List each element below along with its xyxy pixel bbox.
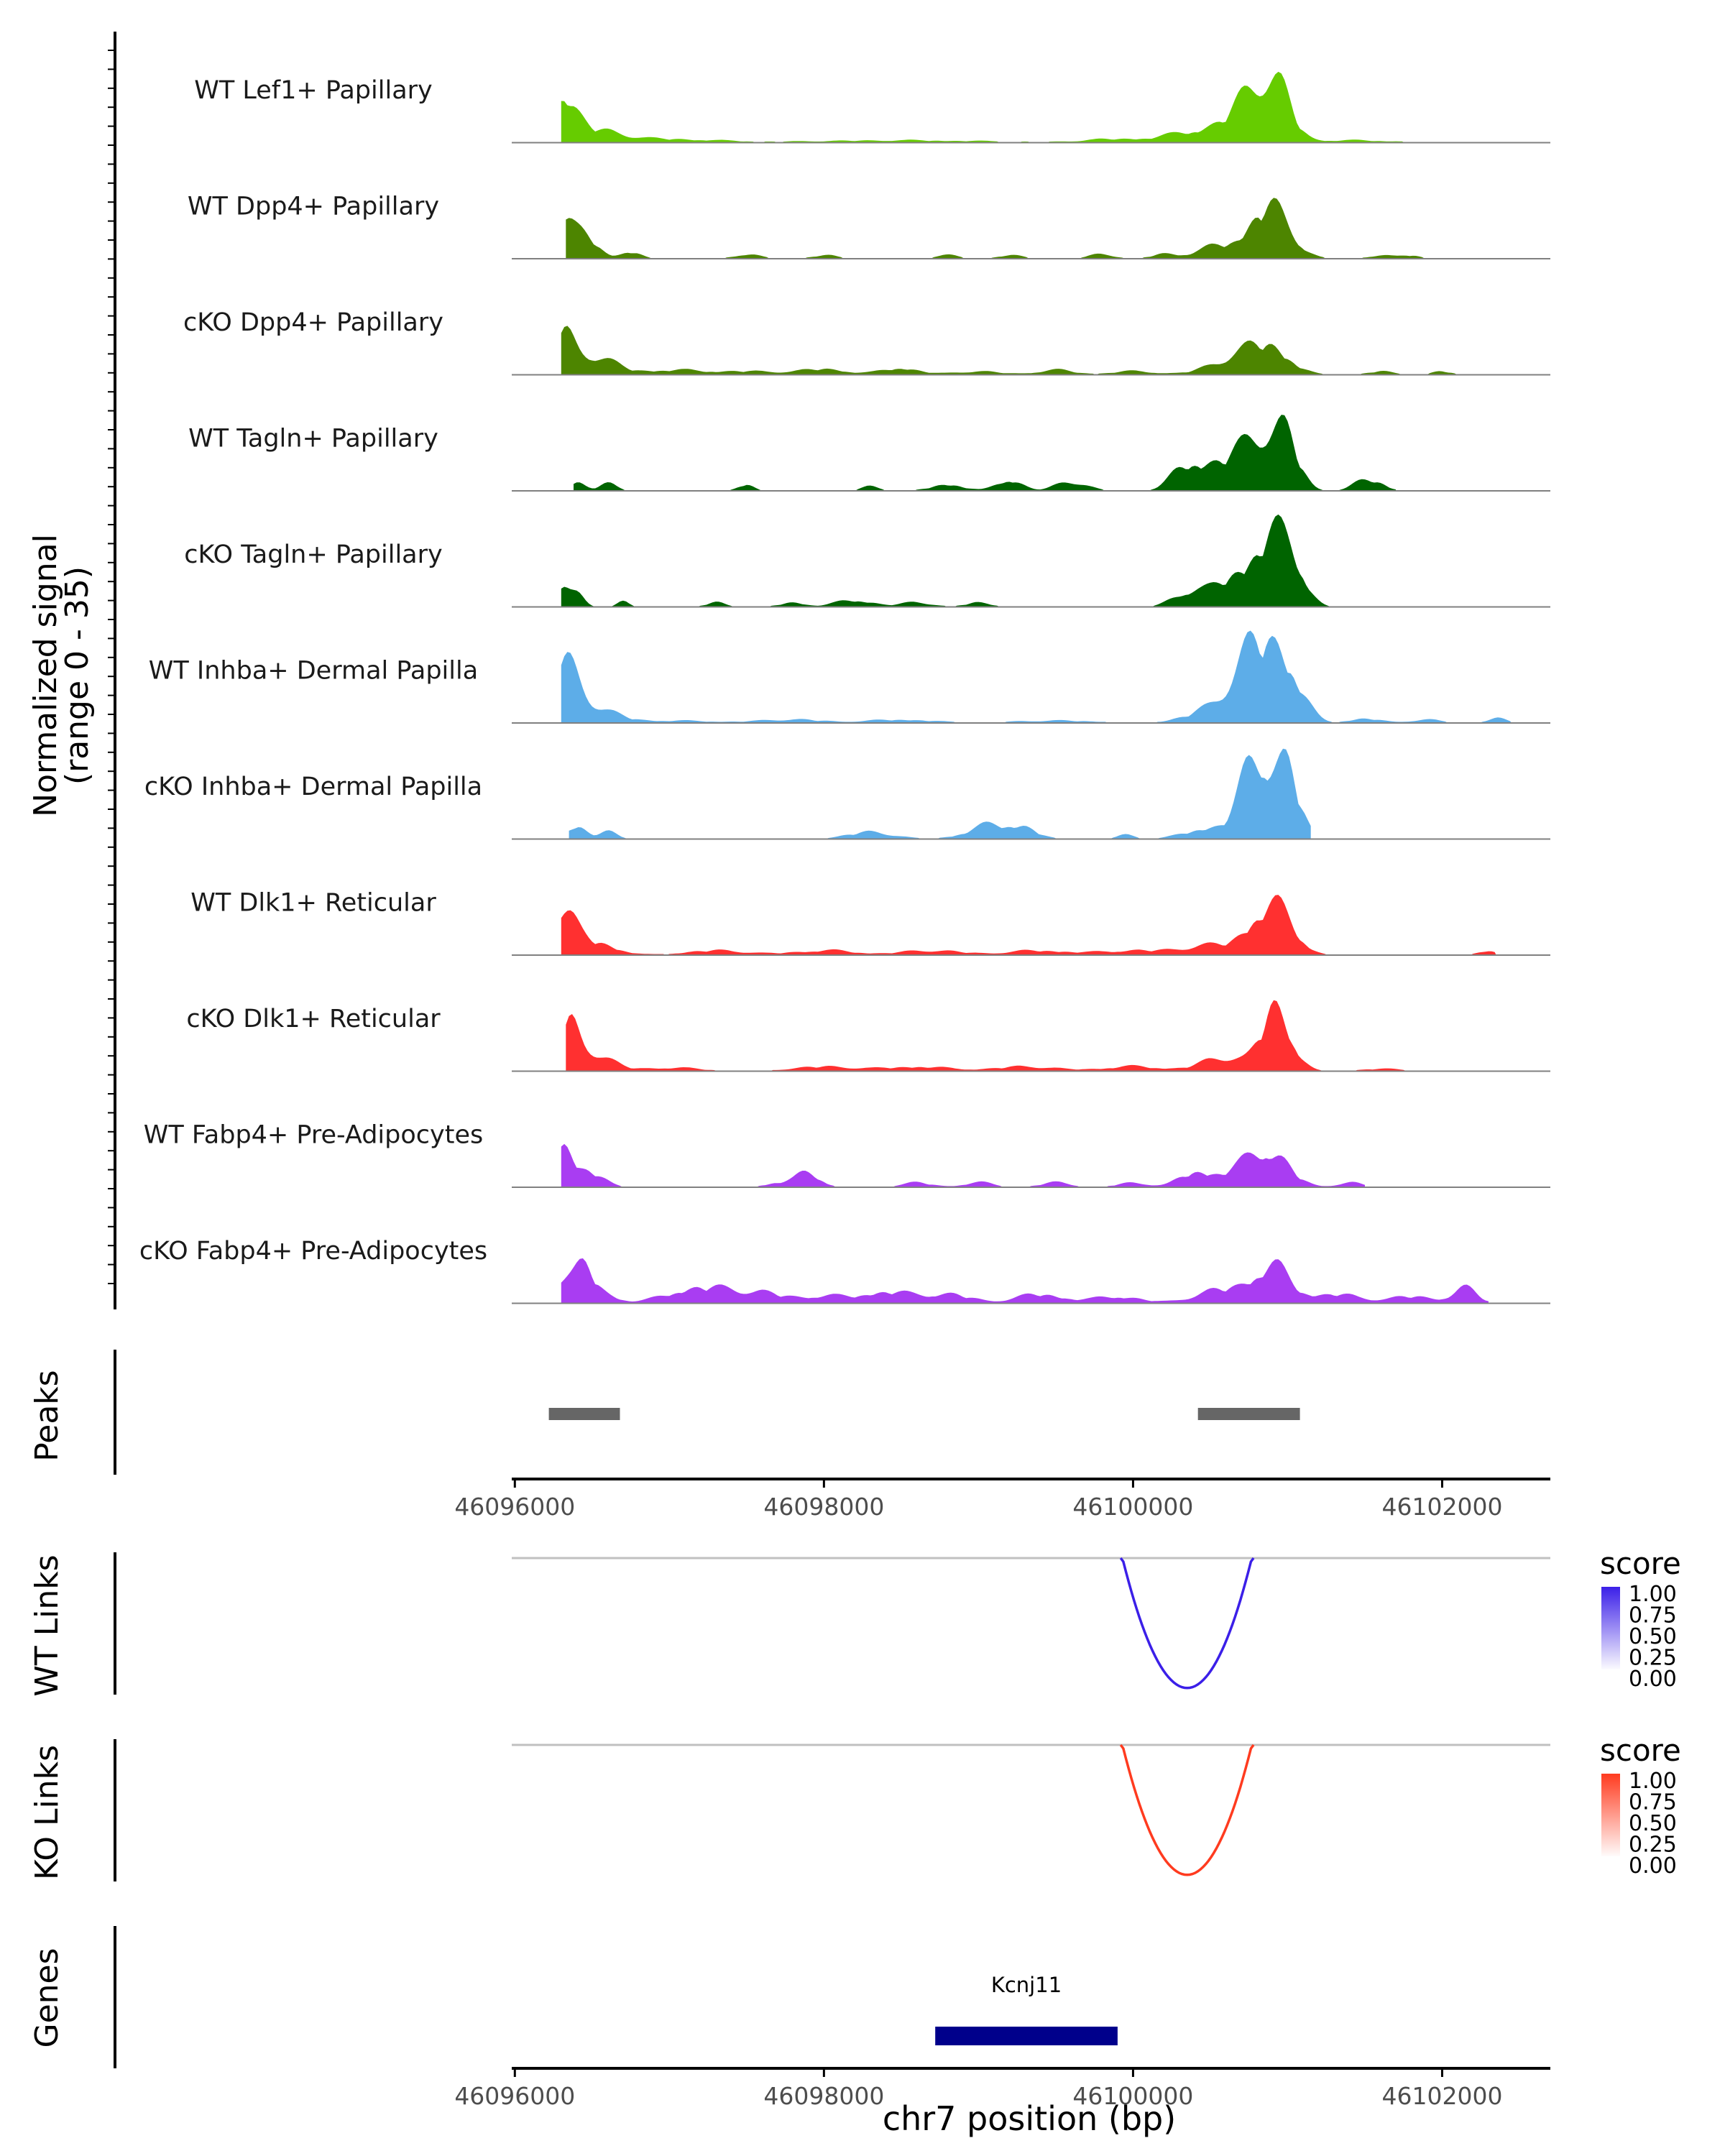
coverage-track: cKO Tagln+ Papillary: [184, 514, 1550, 608]
track-label: WT Dlk1+ Reticular: [190, 889, 436, 918]
legend-tick-label: 0.00: [1629, 1667, 1677, 1692]
genes-track-label: Genes: [29, 1948, 65, 2047]
link-arc: [1119, 1557, 1255, 1690]
x-tick-label: 46100000: [1072, 1493, 1193, 1521]
track-label: cKO Inhba+ Dermal Papilla: [144, 773, 482, 801]
link-arc: [1119, 1743, 1255, 1876]
gene-body: [935, 2027, 1118, 2045]
x-tick-label: 46100000: [1072, 2082, 1193, 2110]
links-track-label: KO Links: [29, 1745, 65, 1880]
coverage-area: [569, 748, 1311, 839]
legend-tick-label: 0.75: [1629, 1790, 1677, 1815]
coverage-area: [561, 630, 1512, 723]
coverage-track: WT Lef1+ Papillary: [194, 71, 1550, 144]
legend-title: score: [1600, 1546, 1681, 1581]
legend-colorbar: [1601, 1774, 1620, 1856]
coverage-track: cKO Dpp4+ Papillary: [183, 308, 1550, 376]
coverage-area: [561, 71, 1458, 143]
legend-tick-label: 0.50: [1629, 1624, 1677, 1649]
track-label: cKO Fabp4+ Pre-Adipocytes: [139, 1237, 487, 1266]
coverage-track: WT Fabp4+ Pre-Adipocytes: [144, 1121, 1550, 1188]
legend-tick-label: 0.75: [1629, 1603, 1677, 1628]
coverage-track: WT Tagln+ Papillary: [188, 415, 1550, 492]
legend-tick-label: 1.00: [1629, 1582, 1677, 1607]
gene-name: Kcnj11: [991, 1973, 1062, 1997]
x-axis-top: 46096000 46098000 46100000 46102000: [454, 1478, 1550, 1521]
peaks-track-label: Peaks: [29, 1370, 65, 1461]
peak-region: [1197, 1408, 1300, 1420]
track-label: WT Tagln+ Papillary: [188, 425, 438, 453]
track-label: WT Inhba+ Dermal Papilla: [149, 657, 478, 686]
coverage-track: WT Dpp4+ Papillary: [188, 193, 1550, 259]
x-tick-label: 46102000: [1381, 1493, 1502, 1521]
y-axis-title-line1: Normalized signal: [27, 534, 64, 817]
coverage-track: cKO Inhba+ Dermal Papilla: [144, 748, 1550, 840]
track-label: WT Dpp4+ Papillary: [188, 193, 439, 221]
track-label: cKO Dlk1+ Reticular: [186, 1005, 441, 1033]
coverage-y-axis: [108, 32, 116, 1309]
coverage-track: cKO Fabp4+ Pre-Adipocytes: [139, 1237, 1550, 1304]
x-tick-label: 46096000: [454, 1493, 575, 1521]
track-label: WT Lef1+ Papillary: [194, 76, 433, 105]
coverage-track: cKO Dlk1+ Reticular: [186, 1000, 1550, 1072]
genes-track: Kcnj11: [114, 1926, 1118, 2068]
coverage-area: [561, 1143, 1365, 1187]
legend-title: score: [1600, 1733, 1681, 1768]
x-tick-label: 46098000: [763, 2082, 884, 2110]
x-tick-label: 46102000: [1381, 2082, 1502, 2110]
x-axis-title: chr7 position (bp): [883, 2099, 1176, 2138]
links-track-label: WT Links: [29, 1554, 65, 1696]
x-axis-bottom: 46096000 46098000 46100000 46102000: [454, 2067, 1550, 2110]
coverage-area: [566, 198, 1458, 259]
coverage-area: [566, 1000, 1489, 1072]
coverage-track: WT Dlk1+ Reticular: [190, 889, 1550, 956]
x-tick-label: 46098000: [763, 1493, 884, 1521]
legend-tick-label: 0.25: [1629, 1833, 1677, 1858]
coverage-area: [561, 514, 1334, 607]
legend-tick-label: 0.50: [1629, 1811, 1677, 1836]
legend-colorbar: [1601, 1587, 1620, 1669]
track-label: cKO Dpp4+ Papillary: [183, 308, 443, 337]
track-label: WT Fabp4+ Pre-Adipocytes: [144, 1121, 483, 1150]
coverage-area: [561, 895, 1496, 955]
coverage-tracks: WT Lef1+ Papillary WT Dpp4+ Papillary cKO …: [139, 71, 1550, 1304]
x-tick-label: 46096000: [454, 2082, 575, 2110]
coverage-track: WT Inhba+ Dermal Papilla: [149, 630, 1550, 724]
peaks-track: [114, 1350, 1300, 1475]
legend-tick-label: 0.00: [1629, 1853, 1677, 1879]
legend-tick-label: 0.25: [1629, 1646, 1677, 1671]
y-axis-title-line2: (range 0 - 35): [59, 566, 96, 785]
coverage-area: [561, 1258, 1489, 1304]
peak-region: [548, 1408, 620, 1420]
coverage-area: [561, 326, 1458, 375]
track-label: cKO Tagln+ Papillary: [184, 540, 443, 569]
coverage-area: [574, 415, 1396, 491]
legend-tick-label: 1.00: [1629, 1769, 1677, 1794]
